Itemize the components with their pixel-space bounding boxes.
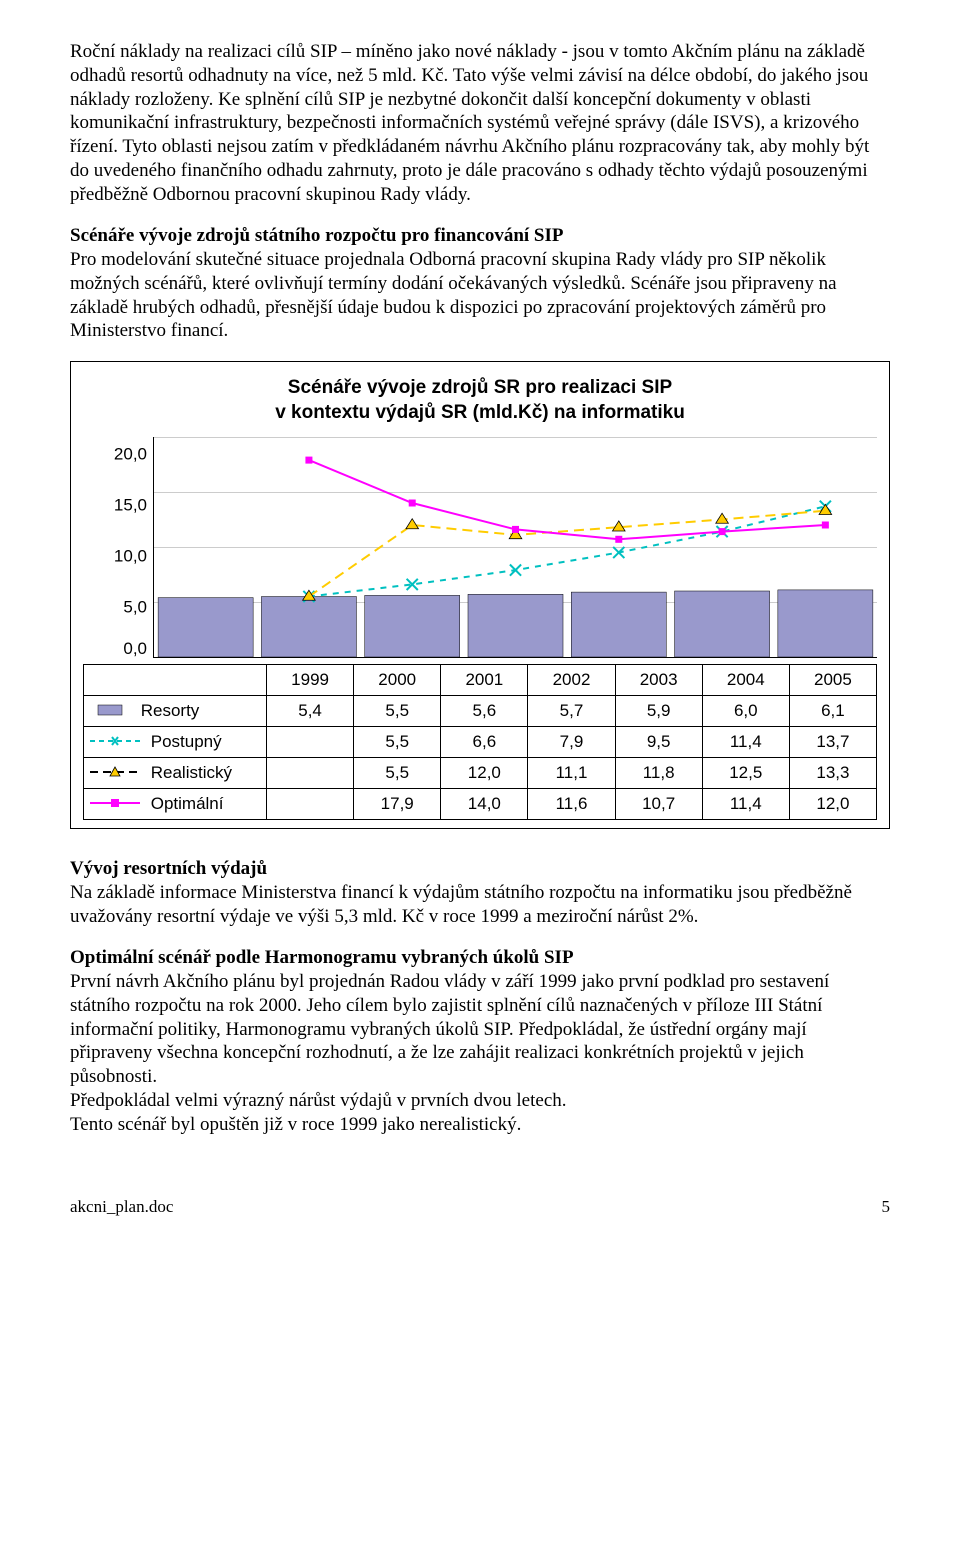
page: Roční náklady na realizaci cílů SIP – mí… (0, 0, 960, 1258)
cell: 5,5 (354, 757, 441, 788)
label-postupny: Postupný (151, 732, 222, 751)
paragraph-6: Tento scénář byl opuštěn již v roce 1999… (70, 1114, 521, 1135)
chart-plot-area (153, 437, 877, 658)
paragraph-1: Roční náklady na realizaci cílů SIP – mí… (70, 40, 890, 206)
table-row-postupny: Postupný 5,5 6,6 7,9 9,5 11,4 13,7 (84, 726, 877, 757)
legend-postupny: Postupný (84, 726, 267, 757)
label-realisticky: Realistický (151, 763, 232, 782)
year-2005: 2005 (789, 665, 876, 695)
swatch-resorty (90, 701, 130, 722)
footer-page-number: 5 (882, 1196, 891, 1217)
cell: 5,9 (615, 695, 702, 726)
section-resort-expenses: Vývoj resortních výdajů Na základě infor… (70, 857, 890, 928)
cell: 7,9 (528, 726, 615, 757)
cell: 11,4 (702, 789, 789, 820)
heading-scenarios: Scénáře vývoje zdrojů státního rozpočtu … (70, 225, 563, 246)
label-resorty: Resorty (141, 701, 200, 720)
swatch-postupny (90, 732, 140, 753)
table-corner-cell (84, 665, 267, 695)
cell (267, 757, 354, 788)
year-2002: 2002 (528, 665, 615, 695)
heading-resort-expenses: Vývoj resortních výdajů (70, 858, 267, 879)
cell: 12,0 (789, 789, 876, 820)
ytick-5: 5,0 (123, 598, 147, 615)
chart-plot-row: 20,0 15,0 10,0 5,0 0,0 (83, 437, 877, 658)
legend-optimalni: Optimální (84, 789, 267, 820)
section-optimal-scenario: Optimální scénář podle Harmonogramu vybr… (70, 946, 890, 1136)
cell: 11,8 (615, 757, 702, 788)
cell: 17,9 (354, 789, 441, 820)
cell: 13,7 (789, 726, 876, 757)
data-table: 1999 2000 2001 2002 2003 2004 2005 Resor… (83, 664, 877, 820)
table-row-realisticky: Realistický 5,5 12,0 11,1 11,8 12,5 13,3 (84, 757, 877, 788)
cell: 6,0 (702, 695, 789, 726)
paragraph-2: Pro modelování skutečné situace projedna… (70, 249, 837, 341)
cell: 9,5 (615, 726, 702, 757)
chart-title-line1: Scénáře vývoje zdrojů SR pro realizaci S… (288, 377, 672, 398)
ytick-0: 0,0 (123, 640, 147, 657)
cell (267, 726, 354, 757)
table-row-optimalni: Optimální 17,9 14,0 11,6 10,7 11,4 12,0 (84, 789, 877, 820)
ytick-15: 15,0 (114, 497, 147, 514)
page-footer: akcni_plan.doc 5 (70, 1196, 890, 1217)
ytick-10: 10,0 (114, 547, 147, 564)
cell: 13,3 (789, 757, 876, 788)
label-optimalni: Optimální (151, 794, 224, 813)
section-scenarios: Scénáře vývoje zdrojů státního rozpočtu … (70, 224, 890, 343)
cell: 6,1 (789, 695, 876, 726)
year-2004: 2004 (702, 665, 789, 695)
legend-realisticky: Realistický (84, 757, 267, 788)
chart-title: Scénáře vývoje zdrojů SR pro realizaci S… (83, 376, 877, 425)
legend-resorty: Resorty (84, 695, 267, 726)
year-2003: 2003 (615, 665, 702, 695)
chart-data-table: 1999 2000 2001 2002 2003 2004 2005 Resor… (83, 664, 877, 820)
footer-filename: akcni_plan.doc (70, 1196, 173, 1217)
swatch-optimalni (90, 794, 140, 815)
year-2000: 2000 (354, 665, 441, 695)
cell: 5,5 (354, 726, 441, 757)
cell (267, 789, 354, 820)
cell: 11,6 (528, 789, 615, 820)
swatch-realisticky (90, 763, 140, 784)
cell: 12,0 (441, 757, 528, 788)
year-2001: 2001 (441, 665, 528, 695)
cell: 5,6 (441, 695, 528, 726)
chart-container: Scénáře vývoje zdrojů SR pro realizaci S… (70, 361, 890, 829)
heading-optimal-scenario: Optimální scénář podle Harmonogramu vybr… (70, 947, 574, 968)
chart-yaxis-labels: 20,0 15,0 10,0 5,0 0,0 (83, 437, 153, 657)
ytick-20: 20,0 (114, 446, 147, 463)
table-row-resorty: Resorty 5,4 5,5 5,6 5,7 5,9 6,0 6,1 (84, 695, 877, 726)
cell: 6,6 (441, 726, 528, 757)
paragraph-3: Na základě informace Ministerstva financ… (70, 882, 852, 927)
cell: 5,4 (267, 695, 354, 726)
year-1999: 1999 (267, 665, 354, 695)
chart-title-line2: v kontextu výdajů SR (mld.Kč) na informa… (275, 402, 685, 423)
paragraph-4: První návrh Akčního plánu byl projednán … (70, 971, 829, 1087)
cell: 14,0 (441, 789, 528, 820)
paragraph-5: Předpokládal velmi výrazný nárůst výdajů… (70, 1090, 567, 1111)
cell: 5,5 (354, 695, 441, 726)
cell: 11,1 (528, 757, 615, 788)
cell: 10,7 (615, 789, 702, 820)
cell: 5,7 (528, 695, 615, 726)
cell: 11,4 (702, 726, 789, 757)
cell: 12,5 (702, 757, 789, 788)
table-header-row: 1999 2000 2001 2002 2003 2004 2005 (84, 665, 877, 695)
